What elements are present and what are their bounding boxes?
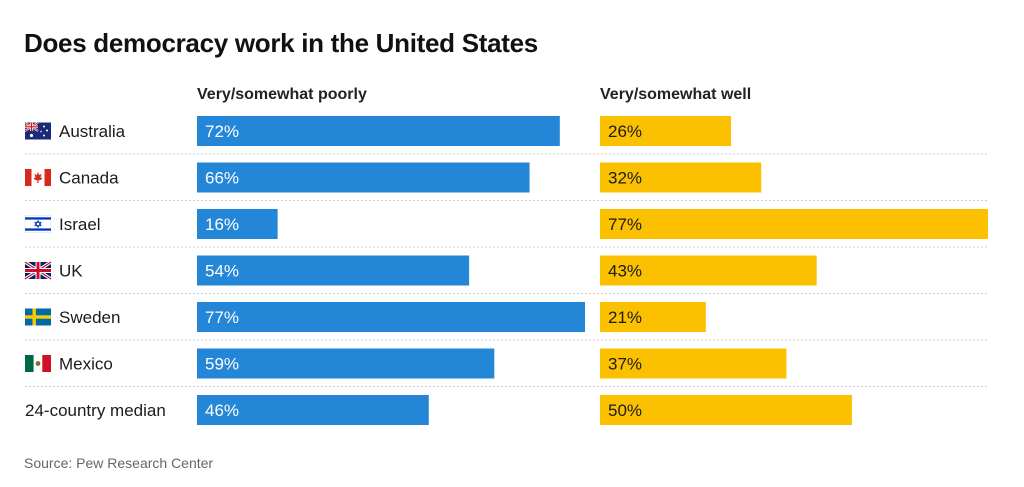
category-label: Israel [59, 215, 101, 234]
value-label-poorly: 66% [205, 169, 239, 188]
chart-row: 24-country median 46% 50% [25, 395, 852, 425]
bar-well [600, 302, 706, 332]
value-label-well: 77% [608, 215, 642, 234]
category-label: UK [59, 262, 83, 281]
value-label-well: 43% [608, 262, 642, 281]
bar-poorly [197, 255, 470, 286]
value-label-well: 50% [608, 401, 642, 420]
value-label-poorly: 72% [205, 122, 239, 141]
category-label: Sweden [59, 308, 120, 327]
bar-poorly [197, 209, 278, 239]
value-label-poorly: 54% [205, 262, 239, 281]
category-label: 24-country median [25, 401, 166, 420]
chart-row: Israel 16% 77% [25, 209, 988, 248]
canada-flag-icon [25, 169, 51, 186]
value-label-poorly: 77% [205, 308, 239, 327]
series-header-poorly: Very/somewhat poorly [197, 86, 367, 103]
value-label-poorly: 16% [205, 215, 239, 234]
bar-poorly [197, 348, 495, 379]
chart-row: Australia 72% 26% [25, 116, 988, 155]
bar-poorly [197, 302, 585, 332]
uk-flag-icon [24, 260, 52, 281]
bar-well [600, 395, 852, 425]
bar-poorly [197, 162, 530, 193]
chart-row: Mexico 59% 37% [25, 348, 988, 387]
chart-title: Does democracy work in the United States [24, 28, 538, 58]
category-label: Canada [59, 169, 119, 188]
bar-well [600, 348, 787, 379]
value-label-well: 21% [608, 308, 642, 327]
value-label-poorly: 46% [205, 401, 239, 420]
series-header-well: Very/somewhat well [600, 86, 752, 103]
value-label-well: 32% [608, 169, 642, 188]
australia-flag-icon [24, 121, 51, 140]
bar-well [600, 116, 732, 146]
bar-well [600, 255, 817, 286]
value-label-poorly: 59% [205, 355, 239, 374]
category-label: Australia [59, 122, 126, 141]
chart-row: Sweden 77% 21% [25, 302, 988, 341]
israel-flag-icon [24, 215, 52, 233]
bar-poorly [197, 116, 560, 146]
bar-well [600, 209, 988, 239]
category-label: Mexico [59, 355, 113, 374]
mexico-flag-icon [25, 355, 51, 372]
chart-row: Canada 66% 32% [25, 162, 988, 201]
chart-row: UK 54% 43% [25, 255, 988, 294]
value-label-well: 37% [608, 355, 642, 374]
sweden-flag-icon [25, 308, 51, 326]
value-label-well: 26% [608, 122, 642, 141]
bar-poorly [197, 395, 429, 425]
bar-well [600, 162, 762, 193]
source-note: Source: Pew Research Center [24, 455, 214, 471]
